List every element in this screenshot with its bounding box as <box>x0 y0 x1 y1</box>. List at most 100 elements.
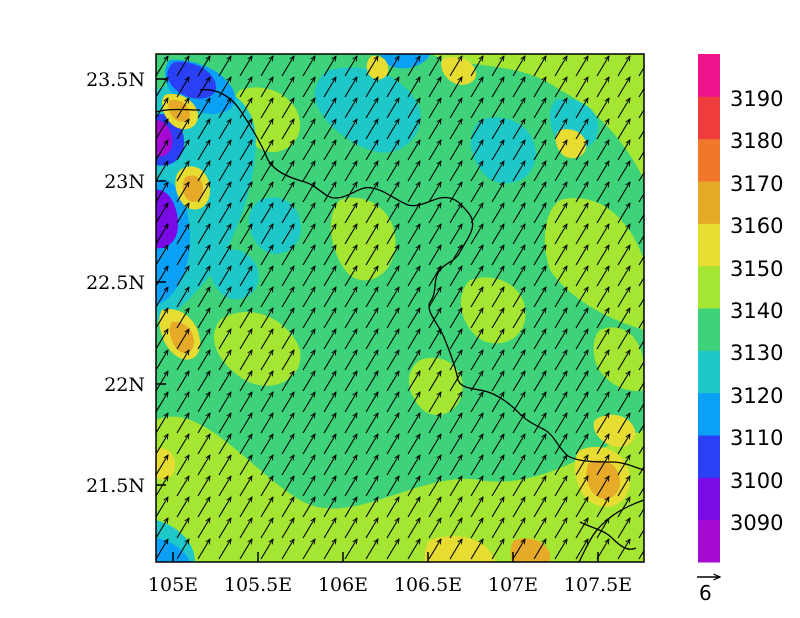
wind-arrow <box>323 182 336 203</box>
wind-arrow <box>197 266 210 287</box>
wind-arrow <box>323 308 336 329</box>
wind-arrow <box>512 434 525 455</box>
wind-arrow <box>386 497 399 518</box>
wind-arrow <box>386 161 399 182</box>
wind-arrow <box>344 56 357 77</box>
wind-arrow <box>260 308 273 329</box>
wind-arrow <box>197 350 210 371</box>
wind-arrow <box>470 308 483 329</box>
lon-tick-label: 106.5E <box>394 574 462 596</box>
wind-arrow <box>470 497 483 518</box>
contour-region-3130 <box>248 197 301 254</box>
wind-arrow <box>638 465 644 476</box>
contour-region-3150 <box>460 277 526 344</box>
wind-arrow <box>365 119 378 140</box>
wind-arrow <box>533 287 546 308</box>
wind-arrow <box>218 56 231 77</box>
wind-arrow <box>281 434 294 455</box>
wind-arrow <box>323 539 336 560</box>
wind-arrow <box>260 476 273 497</box>
wind-arrow <box>470 161 483 182</box>
wind-arrow <box>554 161 567 182</box>
wind-arrow <box>302 140 315 161</box>
wind-arrow <box>428 77 441 98</box>
wind-arrow <box>491 182 504 203</box>
wind-arrow <box>260 287 273 308</box>
wind-arrow <box>470 56 483 77</box>
wind-arrow <box>470 413 483 434</box>
wind-arrow <box>176 224 189 245</box>
wind-arrow <box>428 413 441 434</box>
wind-arrow <box>512 140 525 161</box>
wind-arrow <box>575 518 588 539</box>
wind-arrow <box>617 518 630 539</box>
wind-arrow <box>470 98 483 119</box>
wind-arrow <box>596 119 609 140</box>
wind-vectors <box>156 56 644 560</box>
wind-arrow <box>617 392 630 413</box>
wind-arrow <box>281 455 294 476</box>
wind-arrow <box>638 444 644 455</box>
wind-arrow <box>365 518 378 539</box>
contour-region-3160 <box>424 536 495 562</box>
wind-arrow <box>449 140 462 161</box>
wind-arrow <box>533 203 546 224</box>
wind-arrow <box>260 224 273 245</box>
wind-arrow <box>449 308 462 329</box>
wind-arrow <box>239 518 252 539</box>
wind-arrow <box>596 161 609 182</box>
wind-arrow <box>449 413 462 434</box>
wind-arrow <box>176 56 189 77</box>
wind-arrow <box>512 308 525 329</box>
wind-arrow <box>323 371 336 392</box>
wind-arrow <box>575 434 588 455</box>
wind-arrow <box>449 245 462 266</box>
wind-arrow <box>239 182 252 203</box>
colorbar-label: 3190 <box>730 87 783 111</box>
wind-arrow <box>197 539 210 560</box>
wind-arrow <box>281 392 294 413</box>
wind-arrow <box>428 350 441 371</box>
wind-arrow <box>302 371 315 392</box>
wind-arrow <box>323 224 336 245</box>
wind-arrow <box>281 350 294 371</box>
wind-arrow <box>533 539 546 560</box>
wind-arrow <box>638 255 644 266</box>
wind-arrow <box>239 434 252 455</box>
wind-arrow <box>512 476 525 497</box>
wind-arrow <box>428 308 441 329</box>
wind-arrow <box>512 203 525 224</box>
wind-arrow <box>470 77 483 98</box>
wind-arrow <box>533 98 546 119</box>
wind-arrow <box>470 329 483 350</box>
wind-arrow <box>281 140 294 161</box>
wind-arrow <box>260 329 273 350</box>
wind-arrow <box>156 182 168 203</box>
wind-arrow <box>302 98 315 119</box>
wind-arrow <box>281 497 294 518</box>
wind-arrow <box>596 77 609 98</box>
wind-arrow <box>386 518 399 539</box>
wind-arrow <box>365 455 378 476</box>
lon-tick-label: 105.5E <box>224 574 292 596</box>
wind-arrow <box>260 266 273 287</box>
wind-arrow <box>512 98 525 119</box>
reference-vector: 6 <box>697 577 720 605</box>
wind-arrow <box>218 308 231 329</box>
wind-arrow <box>323 350 336 371</box>
wind-arrow <box>386 224 399 245</box>
wind-arrow <box>449 77 462 98</box>
colorbar-label: 3160 <box>730 214 783 238</box>
wind-arrow <box>281 308 294 329</box>
wind-arrow <box>344 287 357 308</box>
wind-arrow <box>638 297 644 308</box>
wind-arrow <box>365 539 378 560</box>
wind-arrow <box>302 77 315 98</box>
wind-arrow <box>638 528 644 539</box>
contour-region-3130 <box>470 117 536 184</box>
wind-arrow <box>260 518 273 539</box>
wind-arrow <box>512 539 525 560</box>
wind-arrow <box>156 350 168 371</box>
wind-arrow <box>386 434 399 455</box>
contour-region-3130 <box>210 249 259 300</box>
